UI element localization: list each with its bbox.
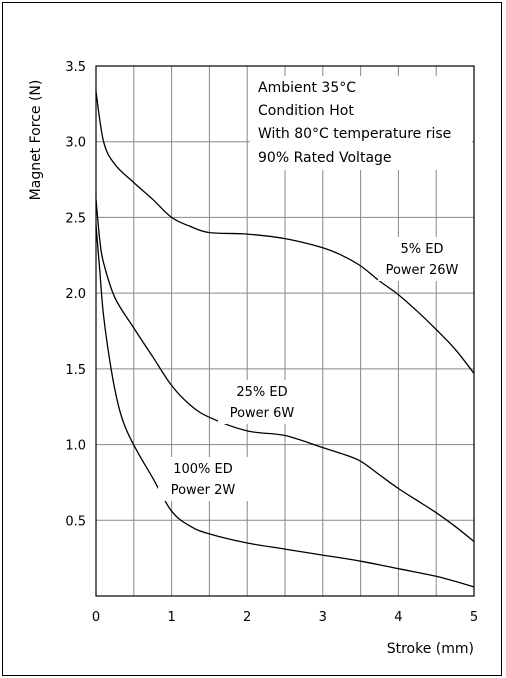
y-tick-label: 1.0 — [65, 439, 86, 454]
series-label-bg — [378, 237, 470, 281]
series-label-5ed-line2: Power 26W — [386, 263, 459, 278]
condition-line: Ambient 35°C — [258, 80, 356, 96]
y-tick-label: 3.0 — [65, 136, 86, 151]
series-line-1 — [95, 199, 475, 543]
condition-line: With 80°C temperature rise — [258, 126, 451, 142]
y-tick-label: 2.5 — [65, 211, 86, 226]
plot-border — [95, 65, 475, 597]
curves — [95, 91, 475, 588]
x-tick-label: 4 — [394, 610, 402, 625]
condition-line: Condition Hot — [258, 103, 354, 119]
x-tick-label: 1 — [167, 610, 175, 625]
tick-labels: 0 1 2 3 4 5 0.5 1.0 1.5 2.0 2.5 3.0 3.5 — [65, 60, 478, 625]
y-tick-label: 1.5 — [65, 363, 86, 378]
series-label-5ed-line1: 5% ED — [401, 242, 444, 257]
x-tick-label: 3 — [319, 610, 327, 625]
x-axis-label: Stroke (mm) — [387, 641, 474, 657]
x-tick-label: 2 — [243, 610, 251, 625]
conditions-box — [250, 76, 472, 170]
series-label-100ed-line2: Power 2W — [171, 483, 236, 498]
y-tick-label: 2.0 — [65, 287, 86, 302]
series-label-100ed-line1: 100% ED — [173, 462, 233, 477]
series-label-25ed-line1: 25% ED — [236, 385, 287, 400]
y-axis-label: Magnet Force (N) — [28, 80, 44, 201]
series-label-25ed-line2: Power 6W — [230, 406, 295, 421]
condition-line: 90% Rated Voltage — [258, 150, 392, 166]
series-label-bg — [218, 380, 306, 424]
series-line-2 — [95, 224, 475, 588]
y-tick-label: 0.5 — [65, 514, 86, 529]
series-label-bg — [158, 457, 248, 501]
series-line-0 — [95, 91, 475, 374]
y-tick-label: 3.5 — [65, 60, 86, 75]
x-tick-label: 0 — [92, 610, 100, 625]
x-tick-label: 5 — [470, 610, 478, 625]
